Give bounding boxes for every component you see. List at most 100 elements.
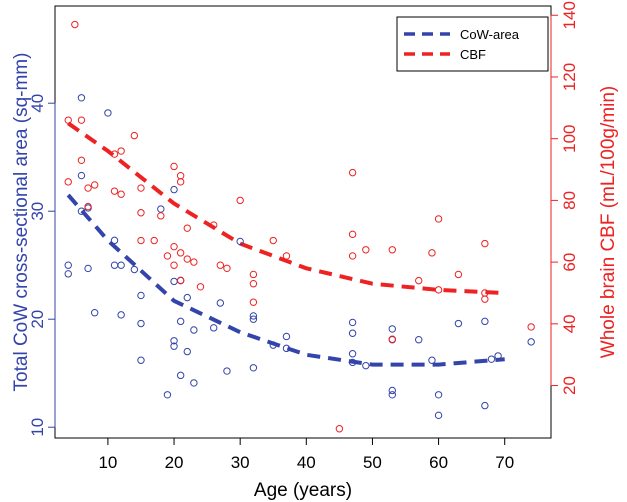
cow-area-point	[487, 355, 496, 363]
right-y-tick-label: 80	[560, 191, 579, 210]
x-tick-label: 20	[165, 453, 184, 472]
cow-area-point	[183, 347, 191, 356]
cow-area-point	[170, 185, 178, 194]
cow-area-point	[388, 325, 396, 333]
cow-area-point	[388, 391, 396, 399]
cow-area-point	[428, 356, 436, 364]
cow-area-point	[90, 309, 99, 317]
cow-area-point	[415, 336, 423, 344]
cbf-point	[527, 323, 535, 331]
cbf-point	[210, 221, 218, 229]
cow-area-point	[137, 319, 145, 328]
left-y-tick-label: 30	[28, 202, 47, 221]
cow-area-point	[170, 337, 178, 345]
left-y-tick-label: 20	[28, 310, 47, 329]
cow-area-point	[110, 261, 119, 269]
cow-area-point	[434, 391, 443, 399]
legend-label-cbf: CBF	[460, 47, 486, 62]
cow-area-point	[183, 293, 191, 302]
cbf-point	[84, 202, 92, 211]
cow-area-point	[170, 342, 178, 350]
cow-area-point	[157, 205, 165, 213]
cow-area-point	[77, 171, 86, 180]
cow-area-point	[117, 311, 125, 319]
cbf-point	[428, 249, 436, 257]
cow-area-point	[348, 318, 357, 327]
x-tick-label: 50	[363, 453, 382, 472]
cow-area-point	[77, 207, 86, 215]
cow-area-point	[494, 352, 502, 360]
cbf-point	[170, 261, 178, 269]
cbf-point	[157, 212, 165, 220]
right-y-tick-label: 120	[560, 63, 579, 91]
cow-area-point	[190, 379, 198, 387]
left-y-tick-label: 10	[28, 418, 47, 437]
cbf-point	[249, 298, 258, 306]
cow-area-point	[388, 386, 396, 395]
cow-area-point	[176, 371, 185, 380]
cbf-point	[216, 261, 225, 269]
cow-area-point	[527, 338, 535, 346]
cbf-point	[362, 246, 370, 254]
cbf-point	[170, 242, 178, 251]
cow-area-point	[434, 411, 443, 420]
cbf-point	[176, 276, 185, 285]
x-tick-label: 70	[495, 453, 514, 472]
cbf-point	[236, 196, 244, 205]
cow-area-point	[249, 364, 258, 372]
cbf-point	[190, 258, 198, 266]
cbf-point	[90, 181, 99, 189]
cbf-point	[388, 246, 396, 254]
right-y-axis-title: Whole brain CBF (mL/100g/min)	[598, 86, 619, 358]
cow-area-point	[249, 312, 258, 320]
cbf-point	[176, 178, 185, 186]
cbf-point	[110, 150, 119, 158]
cbf-point	[348, 230, 357, 239]
cbf-point	[137, 236, 145, 245]
cbf-point	[137, 184, 145, 192]
cow-area-point	[269, 341, 277, 349]
cow-area-point	[348, 350, 357, 358]
cbf-point	[434, 215, 443, 223]
cbf-point	[335, 425, 344, 433]
cow-area-point	[163, 391, 172, 399]
cow-area-point	[236, 237, 244, 246]
right-y-tick-label: 20	[560, 376, 579, 395]
cow-area-point	[190, 326, 198, 334]
cow-area-point	[170, 277, 178, 286]
cbf-point	[183, 255, 191, 263]
right-y-tick-label: 100	[560, 124, 579, 152]
cbf-point	[481, 239, 489, 248]
cow-area-point	[223, 367, 231, 375]
cbf-point	[117, 190, 125, 198]
cbf-point	[110, 187, 119, 195]
cow-area-point	[104, 109, 112, 117]
legend-label-cow-area: CoW-area	[460, 27, 520, 42]
right-y-tick-label: 40	[560, 314, 579, 333]
cbf-point	[454, 270, 463, 279]
cow-area-point	[137, 291, 145, 300]
cbf-point	[163, 252, 172, 260]
cbf-point	[176, 249, 185, 257]
left-y-axis-title: Total CoW cross-sectional area (sq-mm)	[11, 53, 32, 392]
cow-area-point	[117, 261, 125, 269]
cow-area-point	[110, 236, 119, 245]
cow-area-point	[348, 329, 357, 337]
cbf-point	[77, 116, 86, 124]
cbf-point	[84, 184, 92, 192]
cow-area-point	[282, 332, 291, 341]
legend: CoW-area CBF	[396, 16, 549, 72]
left-y-tick-label: 40	[28, 94, 47, 113]
x-tick-label: 40	[297, 453, 316, 472]
cow-area-point	[64, 270, 72, 278]
cbf-point	[137, 209, 145, 217]
cbf-point	[64, 178, 72, 186]
cbf-point	[415, 276, 423, 285]
cbf-point	[77, 156, 86, 164]
cow-area-point	[282, 344, 291, 353]
cbf-point	[150, 236, 158, 245]
x-tick-label: 30	[231, 453, 250, 472]
cow-area-point	[137, 356, 145, 364]
x-tick-label: 60	[429, 453, 448, 472]
